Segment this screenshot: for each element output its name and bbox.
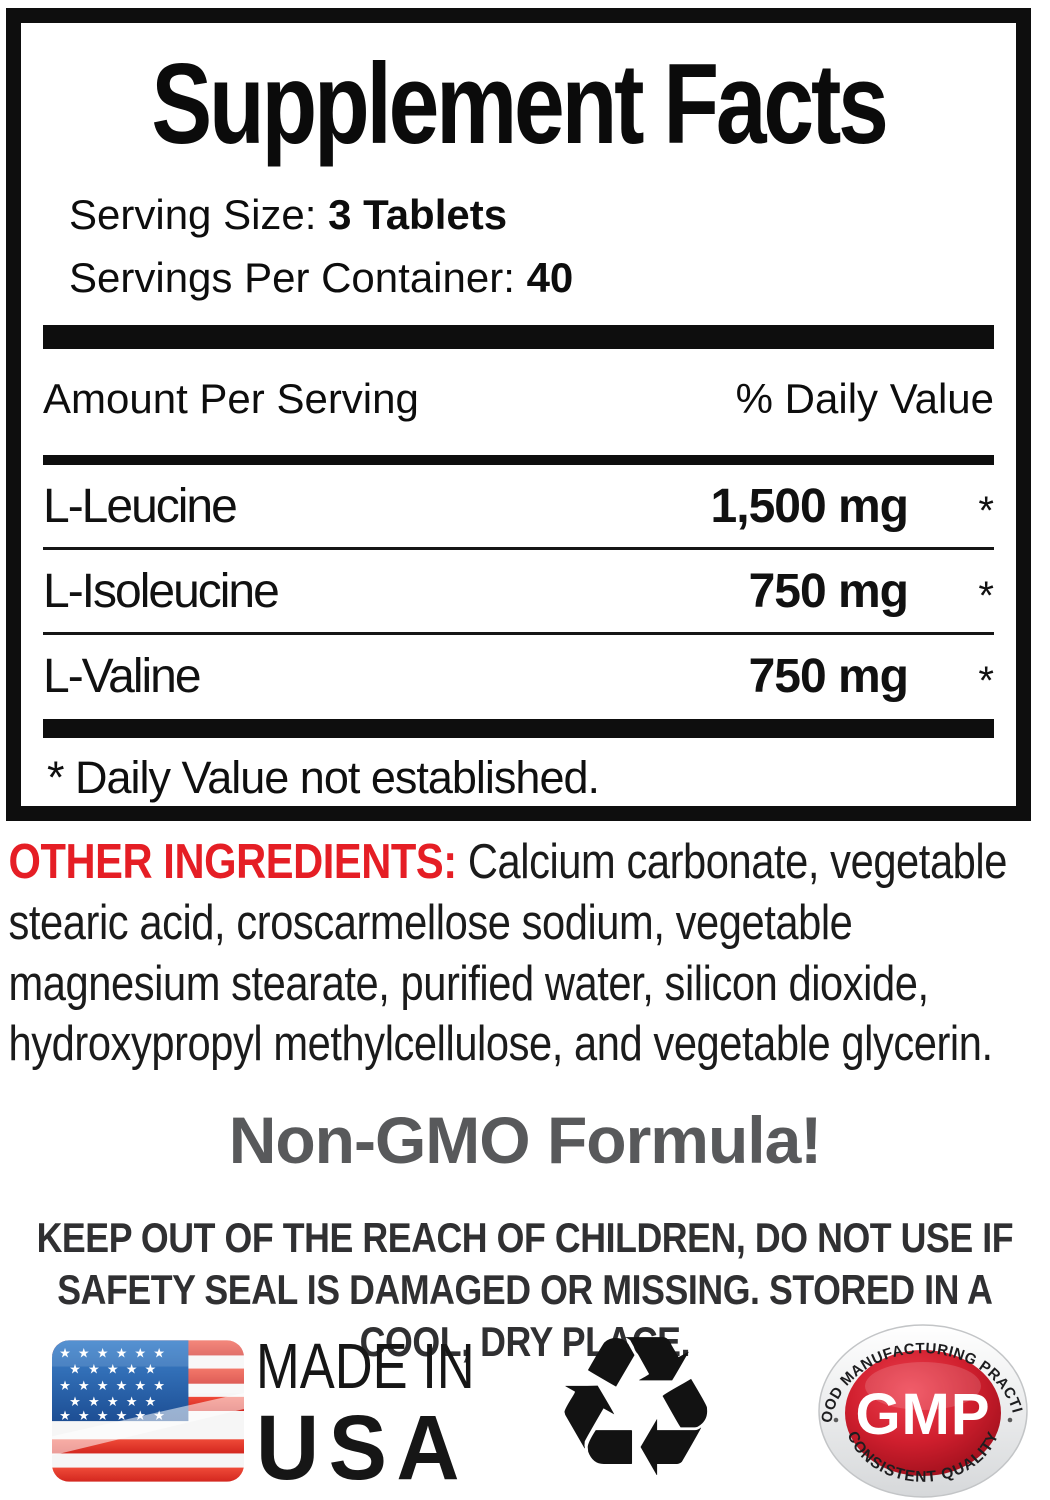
svg-text:★★★★★: ★★★★★ bbox=[69, 1395, 163, 1410]
ingredient-dv: * bbox=[978, 573, 994, 618]
other-ingredients-text: Calcium carbonate, vegetable stearic aci… bbox=[8, 835, 1008, 1072]
divider-header bbox=[43, 455, 994, 466]
ingredient-name: L-Leucine bbox=[43, 479, 238, 533]
daily-value-header: % Daily Value bbox=[735, 375, 994, 423]
serving-size-line: Serving Size: 3 Tablets bbox=[69, 183, 994, 246]
ingredient-amount: 750 mg bbox=[748, 564, 909, 618]
svg-text:★★★★★: ★★★★★ bbox=[69, 1363, 163, 1378]
table-row: L-Valine 750 mg * bbox=[43, 632, 994, 717]
other-ingredients-paragraph: OTHER INGREDIENTS: Calcium carbonate, ve… bbox=[0, 832, 1050, 1075]
ingredient-amount: 750 mg bbox=[748, 649, 909, 703]
non-gmo-heading: Non-GMO Formula! bbox=[228, 1103, 823, 1177]
serving-size-label: Serving Size: bbox=[69, 191, 317, 239]
ingredient-dv: * bbox=[978, 658, 994, 703]
servings-value: 40 bbox=[526, 254, 574, 302]
daily-value-footnote: * Daily Value not established. bbox=[47, 752, 600, 804]
made-in-text: MADE IN bbox=[256, 1330, 475, 1402]
servings-label: Servings Per Container: bbox=[69, 254, 515, 302]
table-row: L-Leucine 1,500 mg * bbox=[43, 465, 994, 547]
gmp-badge-icon: GOOD MANUFACTURING PRACTICE CONSISTENT Q… bbox=[810, 1309, 1030, 1500]
ingredient-name: L-Valine bbox=[43, 649, 202, 703]
supplement-facts-panel: Supplement Facts Serving Size: 3 Tablets… bbox=[6, 8, 1031, 821]
amount-per-serving-header: Amount Per Serving bbox=[43, 375, 419, 423]
serving-size-value: 3 Tablets bbox=[328, 191, 508, 239]
other-ingredients-label: OTHER INGREDIENTS: bbox=[8, 835, 468, 889]
table-header: Amount Per Serving % Daily Value bbox=[43, 375, 994, 423]
ingredient-amount: 1,500 mg bbox=[710, 479, 909, 533]
ingredient-dv: * bbox=[978, 488, 994, 533]
panel-title: Supplement Facts bbox=[151, 41, 888, 168]
usa-flag-icon: ★★★★★★ ★★★★★ ★★★★★★ ★★★★★ ★★★★★★ bbox=[52, 1340, 244, 1482]
warning-text: KEEP OUT OF THE REACH OF CHILDREN, DO NO… bbox=[36, 1214, 1014, 1366]
divider-thick-bottom bbox=[43, 719, 994, 739]
recycle-icon: ♻ bbox=[548, 1294, 724, 1500]
svg-text:★★★★★★: ★★★★★★ bbox=[59, 1346, 172, 1361]
servings-per-container-line: Servings Per Container: 40 bbox=[69, 246, 994, 309]
made-in-usa-mark: MADE IN USA bbox=[256, 1334, 523, 1494]
ingredient-name: L-Isoleucine bbox=[43, 564, 280, 618]
table-row: L-Isoleucine 750 mg * bbox=[43, 547, 994, 632]
gmp-center-text: GMP bbox=[855, 1382, 990, 1447]
usa-text: USA bbox=[256, 1397, 470, 1499]
serving-info: Serving Size: 3 Tablets Servings Per Con… bbox=[69, 183, 994, 309]
svg-text:★★★★★★: ★★★★★★ bbox=[59, 1379, 172, 1394]
divider-thick-top bbox=[43, 325, 994, 350]
